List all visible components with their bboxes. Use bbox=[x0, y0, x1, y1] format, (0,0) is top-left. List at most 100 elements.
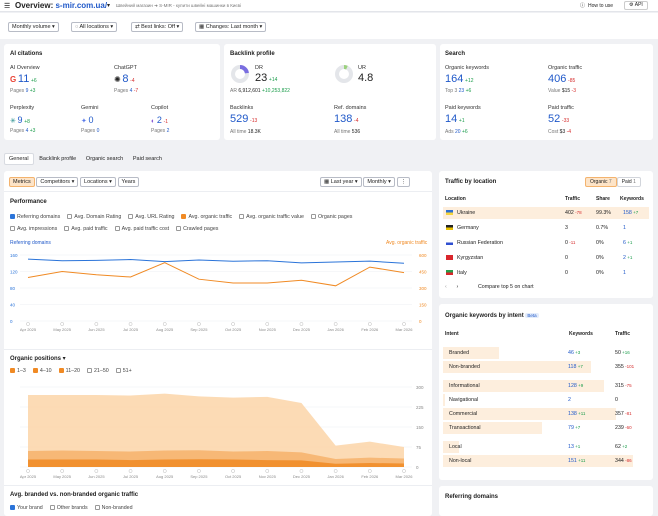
ur-value[interactable]: 4.8 bbox=[358, 72, 374, 84]
compare-link[interactable]: Compare top 5 on chart bbox=[477, 284, 534, 290]
performance-checkbox-4[interactable]: Avg. organic traffic value bbox=[239, 211, 304, 223]
branded-checkbox-2[interactable]: Non-branded bbox=[94, 505, 133, 511]
interval-select[interactable]: Monthly ▾ bbox=[363, 177, 395, 187]
period-select[interactable]: ▦ Last year ▾ bbox=[320, 177, 362, 187]
help-icon[interactable]: ⓘ bbox=[580, 3, 586, 9]
chevron-down-icon[interactable]: ▾ bbox=[107, 3, 111, 9]
more-options-icon[interactable]: ⋮ bbox=[396, 177, 411, 187]
ai-overview-metric[interactable]: G 11 +6 bbox=[10, 74, 37, 85]
x-tick-label: Aug 2025 bbox=[156, 327, 174, 332]
backlink-card: Backlink profile DR 23 +14 AR 6,912,601 … bbox=[224, 44, 436, 140]
domain-link[interactable]: s-mir.com.ua/ bbox=[55, 1, 108, 10]
performance-checkbox-7[interactable]: Avg. paid traffic bbox=[64, 223, 108, 235]
tab-backlink-profile[interactable]: Backlink profile bbox=[39, 156, 77, 162]
competitors-select[interactable]: Competitors ▾ bbox=[36, 177, 79, 187]
tab-paid-search[interactable]: Paid search bbox=[132, 156, 162, 162]
flag-icon bbox=[446, 225, 453, 230]
refdomains-metric[interactable]: 138 -4 bbox=[334, 114, 358, 125]
positions-checkbox-0[interactable]: 1–3 bbox=[10, 368, 26, 374]
location-name: Ukraine bbox=[457, 210, 476, 216]
positions-checkbox-label: 1–3 bbox=[17, 368, 26, 374]
positions-checkbox-4[interactable]: 51+ bbox=[115, 368, 132, 374]
intent-row[interactable]: Commercial 138 +11 357 -81 bbox=[443, 408, 649, 420]
intent-traffic: 315 -75 bbox=[615, 383, 632, 389]
organic-keywords-value: 164 bbox=[445, 73, 464, 85]
how-to-use-link[interactable]: How to use bbox=[588, 3, 614, 9]
bestlinks-select[interactable]: ⇄ Best links: Off ▾ bbox=[131, 22, 184, 32]
positions-title[interactable]: Organic positions ▾ bbox=[10, 356, 66, 362]
performance-checkbox-0[interactable]: Referring domains bbox=[10, 211, 60, 223]
col-location[interactable]: Location bbox=[445, 196, 466, 202]
chatgpt-metric[interactable]: ✺ 8 -4 bbox=[114, 74, 135, 85]
chatgpt-delta: -4 bbox=[130, 78, 135, 84]
organic-traffic-metric[interactable]: 406 -85 bbox=[548, 74, 575, 85]
performance-checkbox-3[interactable]: Avg. organic traffic bbox=[181, 211, 232, 223]
performance-checkbox-6[interactable]: Avg. impressions bbox=[10, 223, 57, 235]
col-keywords[interactable]: Keywords bbox=[620, 196, 644, 202]
paid-traffic-value: 52 bbox=[548, 113, 561, 125]
api-button[interactable]: ⚙ API bbox=[624, 1, 648, 10]
paid-keywords-metric[interactable]: 14 +1 bbox=[445, 114, 465, 125]
paid-toggle[interactable]: Paid 1 bbox=[616, 177, 641, 187]
col-intent-keywords[interactable]: Keywords bbox=[569, 331, 593, 337]
intent-traffic: 344 -86 bbox=[615, 458, 632, 464]
positions-checkbox-3[interactable]: 21–50 bbox=[86, 368, 109, 374]
perplexity-metric[interactable]: ✳ 9 +8 bbox=[10, 115, 30, 125]
location-row[interactable]: Italy 0 0% 1 bbox=[443, 267, 649, 279]
metrics-button[interactable]: Metrics bbox=[9, 177, 35, 187]
intent-row[interactable]: Branded 46 +3 50 +16 bbox=[443, 347, 649, 359]
performance-checkbox-2[interactable]: Avg. URL Rating bbox=[128, 211, 174, 223]
col-intent-traffic[interactable]: Traffic bbox=[615, 331, 631, 337]
gemini-metric[interactable]: ✦ 0 bbox=[81, 115, 94, 125]
intent-row[interactable]: Non-branded 118 +7 355 -101 bbox=[443, 361, 649, 373]
positions-checkbox-1[interactable]: 4–10 bbox=[32, 368, 52, 374]
chevron-right-icon[interactable]: › bbox=[456, 284, 459, 290]
changes-select[interactable]: ▦ Changes: Last month ▾ bbox=[195, 22, 267, 32]
col-share[interactable]: Share bbox=[596, 196, 610, 202]
location-row[interactable]: Kyrgyzstan 0 0% 2 +1 bbox=[443, 252, 649, 264]
performance-checkbox-1[interactable]: Avg. Domain Rating bbox=[67, 211, 121, 223]
intent-row[interactable]: Local 13 +1 62 +2 bbox=[443, 441, 649, 453]
tab-general[interactable]: General bbox=[4, 153, 34, 165]
col-intent[interactable]: Intent bbox=[445, 331, 459, 337]
volume-select[interactable]: Monthly volume ▾ bbox=[8, 22, 59, 32]
intent-row[interactable]: Non-local 151 +11 344 -86 bbox=[443, 455, 649, 467]
chevron-left-icon[interactable]: ‹ bbox=[445, 284, 447, 290]
performance-checkbox-9[interactable]: Crawled pages bbox=[176, 223, 218, 235]
copilot-metric[interactable]: ◐ 2 -1 bbox=[151, 115, 168, 125]
top3-row: Top 3 23 +6 bbox=[445, 88, 472, 94]
annotation-marker bbox=[333, 469, 338, 473]
gemini-icon: ✦ bbox=[81, 118, 87, 125]
location-row[interactable]: Russian Federation 0 -11 0% 6 +1 bbox=[443, 237, 649, 249]
intent-bar bbox=[443, 441, 460, 453]
x-tick-label: Jun 2025 bbox=[88, 327, 105, 332]
location-row[interactable]: Ukraine 402 -78 99.3% 158 +7 bbox=[443, 207, 649, 219]
locations-select[interactable]: ◌ All locations ▾ bbox=[71, 22, 118, 32]
branded-checkbox-0[interactable]: Your brand bbox=[10, 505, 43, 511]
intent-name: Navigational bbox=[449, 397, 479, 403]
paid-traffic-metric[interactable]: 52 -33 bbox=[548, 114, 569, 125]
intent-row[interactable]: Navigational 2 0 bbox=[443, 394, 649, 406]
organic-keywords-metric[interactable]: 164 +12 bbox=[445, 74, 474, 85]
backlinks-label: Backlinks bbox=[230, 105, 254, 111]
intent-row[interactable]: Transactional 79 +7 239 -60 bbox=[443, 422, 649, 434]
positions-checkbox-2[interactable]: 11–20 bbox=[58, 368, 80, 374]
dr-metric[interactable]: 23 +14 bbox=[255, 73, 277, 84]
organic-toggle[interactable]: Organic 7 bbox=[585, 177, 617, 187]
tab-organic-search[interactable]: Organic search bbox=[85, 156, 124, 162]
performance-checkbox-8[interactable]: Avg. paid traffic cost bbox=[114, 223, 169, 235]
intent-row[interactable]: Informational 128 +9 315 -75 bbox=[443, 380, 649, 392]
locations-chart-select[interactable]: Locations ▾ bbox=[80, 177, 116, 187]
years-button[interactable]: Years bbox=[117, 177, 140, 187]
refdomains-card-title: Referring domains bbox=[445, 494, 499, 500]
y-tick-left: 0 bbox=[10, 319, 13, 324]
branded-checkbox-label: Non-branded bbox=[101, 505, 133, 511]
location-keywords: 1 bbox=[623, 270, 626, 276]
x-tick-label: Jul 2025 bbox=[123, 474, 139, 479]
performance-checkbox-5[interactable]: Organic pages bbox=[310, 211, 352, 223]
location-row[interactable]: Germany 3 0.7% 1 bbox=[443, 222, 649, 234]
backlinks-metric[interactable]: 529 -13 bbox=[230, 114, 257, 125]
menu-icon[interactable]: ☰ bbox=[4, 3, 11, 10]
branded-checkbox-1[interactable]: Other brands bbox=[49, 505, 88, 511]
col-traffic[interactable]: Traffic bbox=[565, 196, 581, 202]
